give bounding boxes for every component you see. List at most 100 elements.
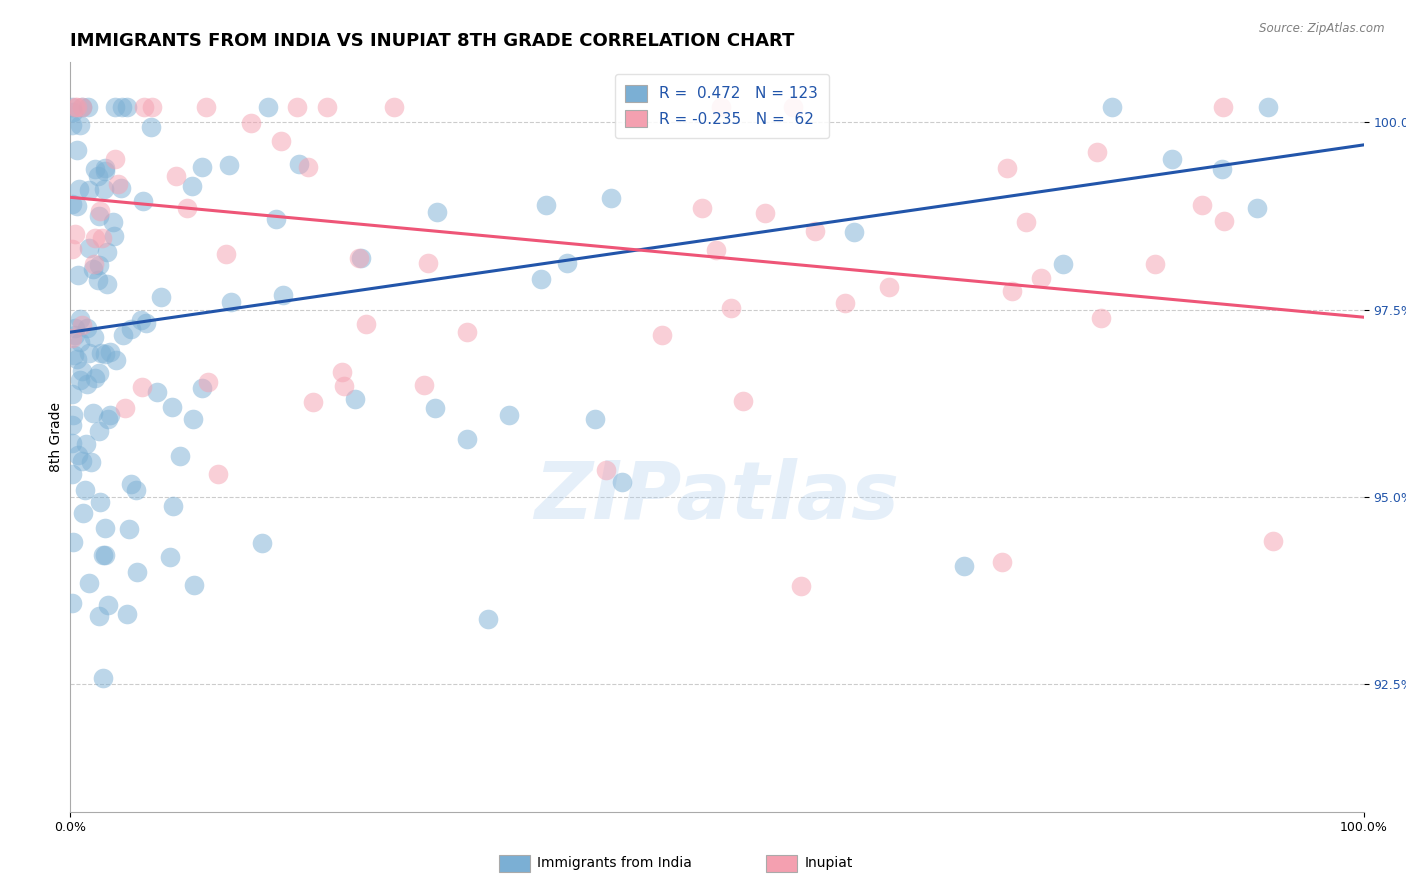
Point xyxy=(60,118,83,132)
Point xyxy=(239,116,262,130)
Point xyxy=(91,548,114,562)
Point xyxy=(83,257,105,271)
Point xyxy=(60,467,83,481)
Point xyxy=(70,100,93,114)
Point xyxy=(96,277,118,292)
Point xyxy=(426,205,449,219)
Point xyxy=(344,392,367,407)
Point xyxy=(1015,215,1038,229)
Point xyxy=(782,100,804,114)
Point xyxy=(70,318,93,333)
Point xyxy=(333,379,356,393)
Point xyxy=(159,550,181,565)
Point xyxy=(595,463,617,477)
Point xyxy=(93,671,115,685)
Point xyxy=(93,182,115,196)
Point xyxy=(477,612,499,626)
Point xyxy=(125,565,148,579)
Point xyxy=(1191,197,1213,211)
Point xyxy=(877,280,900,294)
Point xyxy=(70,454,93,468)
Point xyxy=(111,327,134,342)
Point xyxy=(301,395,323,409)
Point xyxy=(731,393,754,408)
Point xyxy=(83,330,105,344)
Point xyxy=(288,157,311,171)
Point xyxy=(69,312,91,326)
Point xyxy=(583,412,606,426)
Point xyxy=(131,312,153,326)
Point xyxy=(72,506,94,520)
Point xyxy=(60,100,83,114)
Point xyxy=(1087,145,1109,159)
Point xyxy=(456,433,478,447)
Point xyxy=(93,163,115,178)
Point xyxy=(96,244,118,259)
Point xyxy=(98,344,121,359)
Point xyxy=(952,558,974,573)
Point xyxy=(169,449,191,463)
Point xyxy=(66,143,89,157)
Point xyxy=(97,598,120,612)
Point xyxy=(125,483,148,497)
Point xyxy=(1101,100,1123,114)
Point xyxy=(555,255,578,269)
Point xyxy=(65,227,87,242)
Point xyxy=(141,100,163,114)
Point xyxy=(89,608,111,623)
Point xyxy=(98,409,121,423)
Point xyxy=(63,348,86,362)
Point xyxy=(349,251,371,265)
Point xyxy=(804,224,827,238)
Point xyxy=(77,575,100,590)
Point xyxy=(87,424,110,438)
Point xyxy=(270,134,292,148)
Point xyxy=(181,411,204,425)
Point xyxy=(1246,202,1268,216)
Point xyxy=(73,483,96,498)
Point xyxy=(107,177,129,191)
Point xyxy=(382,100,405,114)
Point xyxy=(115,100,138,114)
Point xyxy=(790,579,813,593)
Point xyxy=(69,334,91,349)
Point xyxy=(63,328,86,343)
Point xyxy=(1052,257,1074,271)
Point xyxy=(456,325,478,339)
Point xyxy=(87,258,110,272)
Point xyxy=(181,178,204,193)
Point xyxy=(66,448,89,462)
Point xyxy=(710,100,733,114)
Point xyxy=(70,364,93,378)
Point xyxy=(498,408,520,422)
Point xyxy=(534,197,557,211)
Legend: R =  0.472   N = 123, R = -0.235   N =  62: R = 0.472 N = 123, R = -0.235 N = 62 xyxy=(614,74,828,138)
Point xyxy=(1001,284,1024,298)
Point xyxy=(60,417,83,432)
Point xyxy=(120,322,142,336)
Point xyxy=(60,387,83,401)
Point xyxy=(183,578,205,592)
Point xyxy=(82,262,104,277)
Point xyxy=(1143,257,1166,271)
Point xyxy=(82,406,104,420)
Point xyxy=(1211,161,1233,176)
Point xyxy=(1212,214,1234,228)
Point xyxy=(94,548,117,562)
Point xyxy=(423,401,446,416)
Point xyxy=(62,409,84,423)
Point xyxy=(63,100,86,114)
Point xyxy=(76,376,98,391)
Point xyxy=(191,160,214,174)
Point xyxy=(67,182,90,196)
Point xyxy=(93,161,115,175)
Point xyxy=(995,161,1018,175)
Point xyxy=(89,366,111,380)
Point xyxy=(103,229,125,244)
Point xyxy=(150,290,173,304)
Point xyxy=(354,317,377,331)
Point xyxy=(86,169,108,184)
Point xyxy=(285,100,308,114)
Point xyxy=(271,288,294,302)
Point xyxy=(89,204,111,219)
